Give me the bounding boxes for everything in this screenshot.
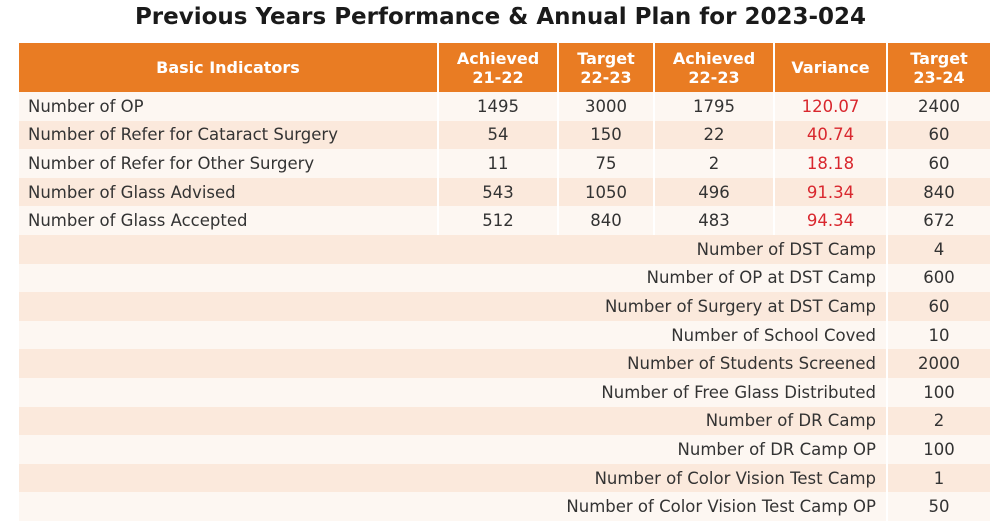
indicator-cell: Number of Glass Advised [19, 177, 439, 207]
target-23-24-cell: 600 [888, 263, 990, 293]
plan-row: Number of Free Glass Distributed 100 [19, 377, 990, 407]
header-target-22-23: Target 22-23 [559, 43, 655, 92]
plan-row: Number of Color Vision Test Camp OP 50 [19, 492, 990, 521]
indicator-cell: Number of Glass Accepted [19, 206, 439, 235]
target-22-23-cell: 150 [559, 120, 655, 150]
target-23-24-cell: 60 [888, 149, 990, 178]
variance-cell: 18.18 [775, 149, 888, 178]
indicator-cell: Number of Refer for Cataract Surgery [19, 120, 439, 150]
plan-label-cell: Number of Color Vision Test Camp OP [19, 492, 888, 521]
table-row: Number of OP 1495 3000 1795 120.07 2400 [19, 92, 990, 121]
header-achieved-21-22: Achieved 21-22 [439, 43, 559, 92]
achieved-22-23-cell: 496 [655, 177, 775, 207]
header-basic-indicators: Basic Indicators [19, 43, 439, 92]
target-23-24-cell: 2000 [888, 349, 990, 378]
plan-row: Number of DR Camp 2 [19, 406, 990, 436]
header-year: 22-23 [580, 67, 632, 87]
target-23-24-cell: 840 [888, 177, 990, 207]
indicator-cell: Number of Refer for Other Surgery [19, 149, 439, 178]
table-header-row: Basic Indicators Achieved 21-22 Target 2… [19, 43, 990, 92]
variance-cell: 91.34 [775, 177, 888, 207]
header-year: 21-22 [472, 67, 524, 87]
header-target-23-24: Target 23-24 [888, 43, 990, 92]
plan-label-cell: Number of School Coved [19, 320, 888, 350]
header-variance: Variance [775, 43, 888, 92]
header-label: Achieved [456, 48, 540, 68]
achieved-22-23-cell: 1795 [655, 92, 775, 121]
achieved-22-23-cell: 483 [655, 206, 775, 235]
achieved-21-22-cell: 543 [439, 177, 559, 207]
achieved-21-22-cell: 1495 [439, 92, 559, 121]
plan-row: Number of DST Camp 4 [19, 234, 990, 264]
header-year: 23-24 [913, 67, 965, 87]
table-row: Number of Refer for Other Surgery 11 75 2 18… [19, 149, 990, 178]
plan-label-cell: Number of DR Camp [19, 406, 888, 436]
plan-row: Number of DR Camp OP 100 [19, 435, 990, 464]
header-achieved-22-23: Achieved 22-23 [655, 43, 775, 92]
target-23-24-cell: 100 [888, 435, 990, 464]
performance-table: Basic Indicators Achieved 21-22 Target 2… [19, 43, 990, 521]
target-23-24-cell: 2 [888, 406, 990, 436]
plan-label-cell: Number of DR Camp OP [19, 435, 888, 464]
table-row: Number of Glass Advised 543 1050 496 91.34 84… [19, 177, 990, 207]
plan-row: Number of Students Screened 2000 [19, 349, 990, 378]
indicator-cell: Number of OP [19, 92, 439, 121]
target-23-24-cell: 4 [888, 234, 990, 264]
variance-cell: 94.34 [775, 206, 888, 235]
target-22-23-cell: 3000 [559, 92, 655, 121]
plan-row: Number of School Coved 10 [19, 320, 990, 350]
achieved-22-23-cell: 22 [655, 120, 775, 150]
table-row: Number of Glass Accepted 512 840 483 94.34 67… [19, 206, 990, 235]
achieved-21-22-cell: 512 [439, 206, 559, 235]
achieved-22-23-cell: 2 [655, 149, 775, 178]
plan-label-cell: Number of Students Screened [19, 349, 888, 378]
achieved-21-22-cell: 54 [439, 120, 559, 150]
target-22-23-cell: 1050 [559, 177, 655, 207]
target-23-24-cell: 2400 [888, 92, 990, 121]
header-label: Target [910, 48, 968, 68]
target-22-23-cell: 75 [559, 149, 655, 178]
achieved-21-22-cell: 11 [439, 149, 559, 178]
variance-cell: 40.74 [775, 120, 888, 150]
page-title: Previous Years Performance & Annual Plan… [134, 4, 867, 30]
plan-label-cell: Number of Color Vision Test Camp [19, 463, 888, 493]
target-23-24-cell: 672 [888, 206, 990, 235]
header-year: 22-23 [688, 67, 740, 87]
plan-row: Number of OP at DST Camp 600 [19, 263, 990, 293]
header-label: Achieved [672, 48, 756, 68]
plan-label-cell: Number of Free Glass Distributed [19, 377, 888, 407]
plan-label-cell: Number of DST Camp [19, 234, 888, 264]
target-23-24-cell: 60 [888, 120, 990, 150]
target-23-24-cell: 60 [888, 292, 990, 321]
table-body: Number of OP 1495 3000 1795 120.07 2400 Number… [19, 92, 990, 521]
plan-label-cell: Number of OP at DST Camp [19, 263, 888, 293]
plan-label-cell: Number of Surgery at DST Camp [19, 292, 888, 321]
variance-cell: 120.07 [775, 92, 888, 121]
target-23-24-cell: 1 [888, 463, 990, 493]
header-label: Variance [791, 58, 870, 77]
target-23-24-cell: 10 [888, 320, 990, 350]
plan-row: Number of Color Vision Test Camp 1 [19, 463, 990, 493]
target-22-23-cell: 840 [559, 206, 655, 235]
target-23-24-cell: 100 [888, 377, 990, 407]
table-row: Number of Refer for Cataract Surgery 54 15… [19, 120, 990, 150]
header-label: Target [577, 48, 635, 68]
target-23-24-cell: 50 [888, 492, 990, 521]
plan-row: Number of Surgery at DST Camp 60 [19, 292, 990, 321]
header-label: Basic Indicators [156, 58, 300, 77]
